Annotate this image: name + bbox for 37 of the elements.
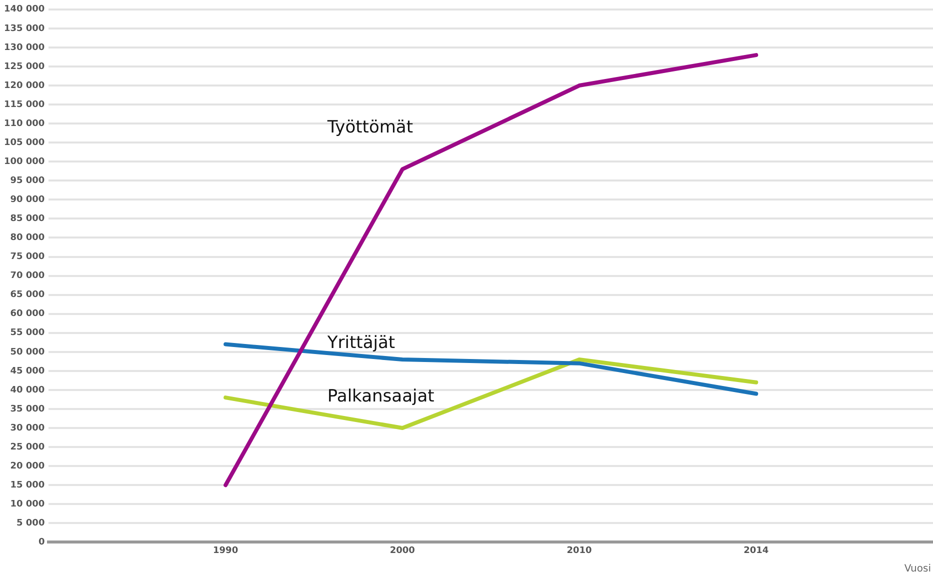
y-tick-label: 0 (38, 538, 45, 548)
y-tick-label: 10 000 (10, 499, 45, 510)
y-tick-label: 35 000 (10, 404, 45, 414)
y-tick-label: 5 000 (16, 518, 45, 529)
y-tick-label: 75 000 (10, 252, 45, 262)
y-tick-label: 55 000 (10, 328, 45, 338)
y-tick-label: 140 000 (4, 4, 45, 15)
y-tick-label: 45 000 (10, 366, 45, 376)
y-tick-label: 40 000 (10, 385, 45, 396)
y-tick-label: 120 000 (4, 80, 45, 91)
y-tick-label: 105 000 (4, 138, 45, 148)
y-tick-label: 115 000 (4, 100, 45, 110)
y-tick-label: 110 000 (4, 118, 45, 129)
y-tick-label: 135 000 (4, 24, 45, 34)
y-tick-label: 70 000 (10, 271, 45, 282)
x-tick-label: 1990 (213, 546, 238, 556)
y-tick-label: 85 000 (10, 214, 45, 224)
y-tick-label: 95 000 (10, 176, 45, 186)
y-tick-label: 15 000 (10, 480, 45, 490)
x-tick-label: 2014 (744, 546, 769, 556)
series-label: Työttömät (326, 118, 414, 138)
x-axis-title: Vuosi (904, 564, 931, 575)
series-label: Yrittäjät (326, 332, 396, 353)
series-label: Palkansaajat (327, 386, 435, 406)
y-tick-label: 20 000 (10, 461, 45, 472)
y-tick-label: 130 000 (4, 42, 45, 53)
y-tick-label: 60 000 (10, 309, 45, 320)
y-tick-label: 50 000 (10, 347, 45, 358)
y-tick-label: 125 000 (4, 62, 45, 72)
x-tick-label: 2010 (566, 546, 592, 556)
y-tick-label: 90 000 (10, 195, 45, 206)
y-tick-label: 65 000 (10, 290, 45, 300)
y-tick-label: 100 000 (4, 156, 45, 167)
y-tick-label: 25 000 (10, 442, 45, 452)
y-tick-label: 30 000 (10, 423, 45, 434)
x-tick-label: 2000 (390, 546, 415, 556)
y-tick-label: 80 000 (10, 233, 45, 244)
